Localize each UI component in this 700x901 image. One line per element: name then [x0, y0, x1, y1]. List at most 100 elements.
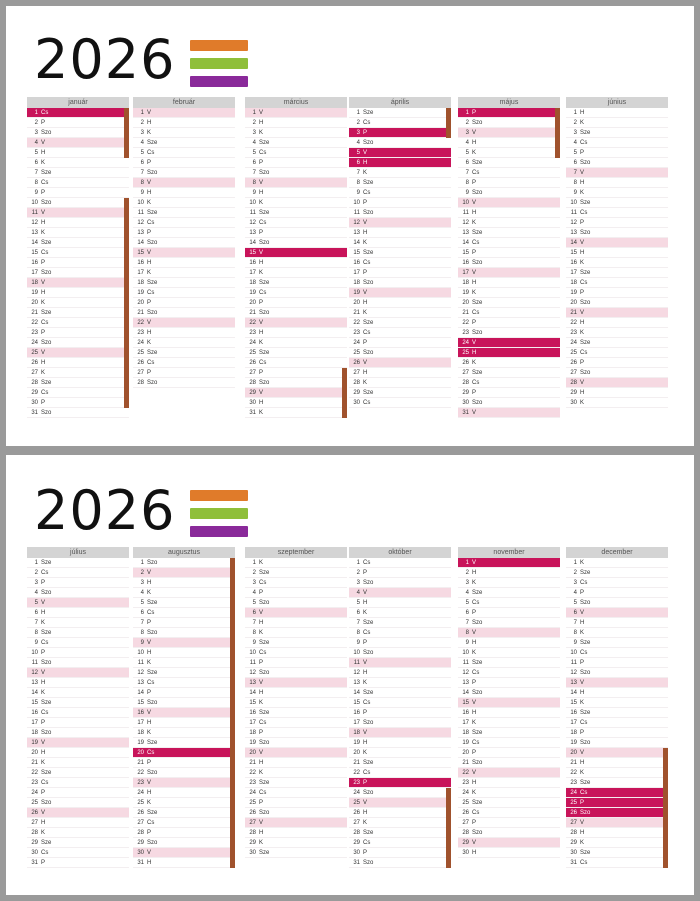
day-row: 21 Sze [27, 308, 129, 318]
day-row: 22 P [458, 318, 560, 328]
day-number: 6 [34, 160, 38, 166]
day-number: 6 [356, 160, 360, 166]
weekday: Sze [41, 840, 52, 846]
day-number: 29 [462, 840, 469, 846]
day-number: 5 [356, 600, 360, 606]
day-row: 4 Sze [245, 138, 347, 148]
day-row: 11 V [27, 208, 129, 218]
day-row: 14 H [245, 688, 347, 698]
day-row: 20 V [245, 748, 347, 758]
day-number: 30 [249, 850, 256, 856]
day-number: 14 [137, 240, 144, 246]
day-row: 17 K [458, 718, 560, 728]
day-row: 18 Szo [349, 278, 451, 288]
day-row: 22 Sze [349, 318, 451, 328]
day-number: 2 [252, 120, 256, 126]
day-row: 12 Cs [458, 668, 560, 678]
day-row: 19 Szo [245, 738, 347, 748]
weekday: Cs [472, 600, 480, 606]
day-row: 27 P [133, 368, 235, 378]
day-number: 16 [570, 710, 577, 716]
day-number: 4 [252, 140, 256, 146]
day-number: 3 [34, 580, 38, 586]
day-row: 19 H [27, 288, 129, 298]
day-number: 12 [249, 220, 256, 226]
weekday: Cs [41, 780, 49, 786]
day-row: 21 Cs [458, 308, 560, 318]
day-number: 2 [252, 570, 256, 576]
weekday: Cs [472, 740, 480, 746]
day-number: 1 [573, 560, 577, 566]
weekday: Cs [41, 390, 49, 396]
day-row: 28 H [566, 828, 668, 838]
weekday: K [580, 120, 585, 126]
day-number: 19 [353, 290, 360, 296]
school-break-bar [342, 368, 347, 418]
weekday: V [472, 560, 477, 566]
day-row: 19 Cs [133, 288, 235, 298]
day-number: 10 [570, 650, 577, 656]
day-row: 10 Szo [349, 648, 451, 658]
day-row: 20 P [133, 298, 235, 308]
day-row: 19 Cs [458, 738, 560, 748]
day-number: 19 [31, 740, 38, 746]
day-number: 19 [570, 290, 577, 296]
weekday: Sze [259, 850, 270, 856]
day-number: 30 [570, 850, 577, 856]
day-row: 3 Szo [349, 578, 451, 588]
month-header: december [566, 547, 668, 558]
day-number: 27 [31, 370, 38, 376]
weekday: P [41, 720, 46, 726]
day-row: 23 H [245, 328, 347, 338]
day-number: 17 [31, 270, 38, 276]
weekday: Cs [580, 350, 588, 356]
day-row: 28 Cs [458, 378, 560, 388]
day-row: 30 Sze [566, 848, 668, 858]
weekday: P [147, 300, 152, 306]
day-number: 7 [356, 620, 360, 626]
day-number: 9 [356, 190, 360, 196]
weekday: V [259, 110, 264, 116]
day-number: 24 [137, 340, 144, 346]
day-number: 10 [31, 200, 38, 206]
weekday: V [580, 610, 585, 616]
day-number: 18 [462, 730, 469, 736]
day-number: 26 [31, 360, 38, 366]
day-number: 23 [137, 780, 144, 786]
day-row: 15 V [245, 248, 347, 258]
day-number: 14 [570, 240, 577, 246]
day-row: 30 P [349, 848, 451, 858]
weekday: Sze [580, 780, 591, 786]
weekday: H [363, 370, 368, 376]
day-number: 17 [353, 720, 360, 726]
day-number: 28 [137, 380, 144, 386]
weekday: Sze [41, 770, 52, 776]
day-number: 9 [573, 640, 577, 646]
school-break-bar [663, 748, 668, 868]
weekday: Sze [147, 210, 158, 216]
day-number: 12 [462, 220, 469, 226]
day-number: 10 [31, 650, 38, 656]
day-number: 3 [252, 130, 256, 136]
weekday: P [580, 360, 585, 366]
day-number: 29 [570, 840, 577, 846]
day-number: 19 [570, 740, 577, 746]
weekday: Cs [259, 150, 267, 156]
day-number: 15 [462, 700, 469, 706]
day-row: 1 Cs [27, 108, 129, 118]
weekday: K [580, 630, 585, 636]
weekday: P [472, 390, 477, 396]
day-row: 1 Sze [27, 558, 129, 568]
day-number: 27 [353, 820, 360, 826]
day-row: 3 Sze [566, 128, 668, 138]
day-row: 29 Szo [133, 838, 235, 848]
day-number: 4 [34, 140, 38, 146]
month-header: augusztus [133, 547, 235, 558]
day-number: 29 [462, 390, 469, 396]
day-number: 30 [137, 850, 144, 856]
day-row: 29 Sze [349, 388, 451, 398]
